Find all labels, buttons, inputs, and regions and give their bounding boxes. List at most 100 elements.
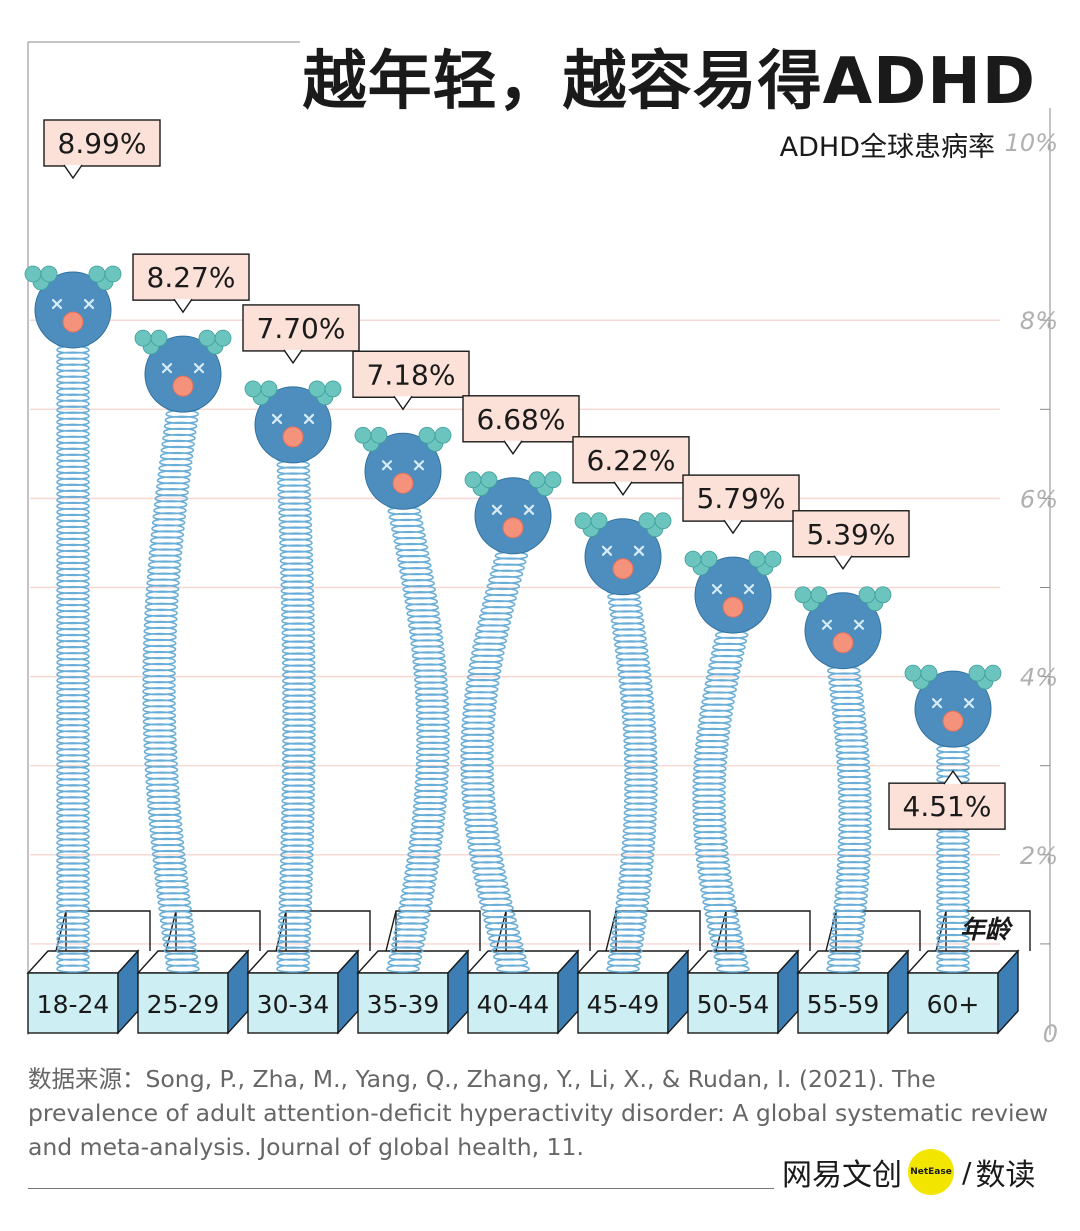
age-box: 25-29 bbox=[136, 910, 261, 1035]
x-eye bbox=[633, 545, 645, 556]
value-label-text: 5.39% bbox=[807, 518, 896, 551]
head-circle bbox=[914, 670, 992, 748]
age-box: 50-54 bbox=[686, 910, 811, 1035]
y-tick-label: 10% bbox=[1005, 129, 1058, 157]
age-box: 45-49 bbox=[576, 910, 701, 1035]
age-boxes: 18-24 25-29 30-34 35-39 40-44 45-49 50-54 55-59… bbox=[26, 910, 1031, 1035]
value-label-pointer bbox=[393, 395, 413, 411]
value-label-text: 7.70% bbox=[257, 312, 346, 345]
x-eye bbox=[601, 545, 613, 556]
y-axis-title: ADHD全球患病率 bbox=[735, 125, 1000, 165]
nose bbox=[502, 517, 524, 539]
head-circle bbox=[694, 556, 772, 634]
box-flap bbox=[175, 910, 261, 951]
spring bbox=[386, 500, 450, 973]
x-axis-title: 年龄 bbox=[960, 915, 1014, 944]
value-label-pointer bbox=[943, 769, 963, 785]
x-eye bbox=[523, 504, 535, 515]
value-label-pointer bbox=[503, 440, 523, 456]
age-box: 55-59 bbox=[796, 910, 921, 1035]
x-tick-label: 30-34 bbox=[257, 990, 330, 1019]
box-flap bbox=[835, 910, 921, 951]
spring-coil bbox=[142, 403, 200, 973]
box-flap-edge bbox=[385, 910, 397, 952]
spring-coil bbox=[692, 624, 750, 973]
x-eye bbox=[491, 504, 503, 515]
value-label-text: 6.22% bbox=[587, 444, 676, 477]
age-box: 60+ bbox=[906, 910, 1031, 1035]
spring bbox=[142, 403, 200, 973]
value-label-text: 8.27% bbox=[147, 261, 236, 294]
age-box: 18-24 bbox=[26, 910, 151, 1035]
spring-coil bbox=[460, 545, 530, 973]
spring bbox=[460, 545, 530, 973]
ear-blob bbox=[920, 664, 938, 682]
value-label-pointer bbox=[173, 298, 193, 314]
value-label-pointer bbox=[283, 349, 303, 365]
chart-frame bbox=[27, 41, 1051, 1035]
spring bbox=[692, 624, 750, 973]
spring-coil bbox=[826, 660, 872, 973]
value-label: 4.51% bbox=[888, 769, 1006, 830]
brand-logo: 网易文创 NetEase / 数读 bbox=[782, 1148, 1035, 1196]
ear-blob bbox=[574, 512, 592, 530]
y-axis: 0 2% 4% 6% 8% 10% bbox=[1005, 129, 1058, 1048]
nose bbox=[612, 558, 634, 580]
ear-blob bbox=[528, 471, 546, 489]
box-front bbox=[577, 972, 669, 1034]
brand-column: 数读 bbox=[975, 1158, 1036, 1193]
box-front bbox=[687, 972, 779, 1034]
x-eye bbox=[743, 584, 755, 595]
head-icon bbox=[574, 512, 672, 596]
box-front bbox=[27, 972, 119, 1034]
x-eye bbox=[303, 413, 315, 425]
nose bbox=[172, 375, 194, 397]
ear-blob bbox=[764, 550, 782, 568]
ear-blob bbox=[324, 380, 342, 398]
ear-blob bbox=[684, 550, 702, 568]
value-label-pointer bbox=[723, 519, 743, 535]
brand-name: 网易文创 bbox=[782, 1158, 902, 1193]
value-label: 8.27% bbox=[132, 253, 250, 314]
value-label-box bbox=[888, 782, 1006, 830]
box-flap-edge bbox=[605, 910, 617, 952]
ear-blob bbox=[104, 265, 122, 283]
box-side bbox=[997, 949, 1019, 1035]
ear-blob bbox=[214, 329, 232, 347]
y-axis-title-text: ADHD全球患病率 bbox=[780, 132, 995, 163]
ear-blob bbox=[748, 550, 766, 568]
head-icon bbox=[134, 329, 232, 413]
ear-blob bbox=[700, 550, 718, 568]
ear-blob bbox=[904, 664, 922, 682]
value-label-text: 8.99% bbox=[58, 127, 147, 160]
value-label: 8.99% bbox=[43, 119, 161, 180]
box-front bbox=[247, 972, 339, 1034]
value-label-box bbox=[792, 510, 910, 558]
x-eye bbox=[51, 298, 63, 310]
head-icon bbox=[464, 471, 562, 555]
value-label-box bbox=[462, 395, 580, 443]
head-circle bbox=[34, 271, 112, 349]
value-label: 7.70% bbox=[242, 304, 360, 365]
value-label-box bbox=[682, 474, 800, 522]
x-tick-label: 35-39 bbox=[367, 990, 440, 1019]
x-eye bbox=[161, 363, 173, 374]
x-axis-title: 年龄 bbox=[960, 915, 1014, 944]
spring bbox=[606, 586, 658, 973]
head-circle bbox=[804, 592, 882, 670]
y-tick-label: 2% bbox=[1020, 842, 1058, 870]
x-tick-label: 18-24 bbox=[37, 990, 110, 1019]
x-eye bbox=[413, 460, 425, 471]
x-tick-label: 45-49 bbox=[587, 990, 660, 1019]
box-flap bbox=[505, 910, 591, 951]
box-flap bbox=[725, 910, 811, 951]
head-circle bbox=[254, 386, 332, 464]
spring bbox=[276, 454, 316, 973]
x-eye bbox=[83, 298, 95, 310]
ear-blob bbox=[544, 471, 562, 489]
spring-coil bbox=[56, 339, 90, 973]
x-tick-label: 50-54 bbox=[697, 990, 770, 1019]
value-label: 6.68% bbox=[462, 395, 580, 456]
y-tick-label: 0 bbox=[1043, 1020, 1058, 1048]
